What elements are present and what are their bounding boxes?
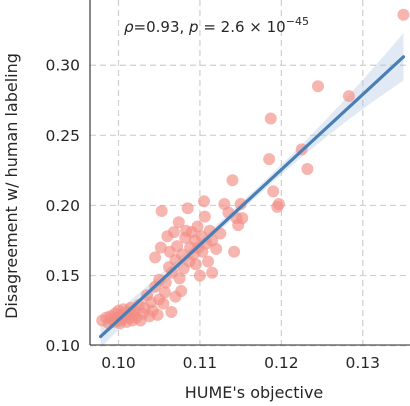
scatter-point bbox=[158, 286, 171, 299]
scatter-point bbox=[226, 174, 239, 187]
scatter-point bbox=[397, 8, 410, 21]
scatter-point bbox=[210, 242, 223, 255]
p-value: = 2.6 × 10 bbox=[199, 18, 286, 36]
scatter-point bbox=[149, 251, 162, 264]
scatter-point bbox=[154, 241, 167, 254]
y-tick-label: 0.20 bbox=[45, 197, 80, 215]
scatter-point bbox=[202, 255, 215, 268]
y-axis-title: Disagreement w/ human labeling bbox=[2, 53, 21, 319]
p-exponent: −45 bbox=[286, 15, 309, 28]
scatter-point bbox=[263, 153, 276, 166]
scatter-point bbox=[167, 226, 180, 239]
scatter-point bbox=[193, 269, 206, 282]
grid bbox=[90, 0, 410, 347]
rho-value: =0.93, bbox=[134, 18, 190, 36]
y-tick-label: 0.25 bbox=[45, 127, 80, 145]
scatter-point bbox=[172, 216, 185, 229]
y-tick-label: 0.15 bbox=[45, 267, 80, 285]
y-tick-label: 0.30 bbox=[45, 57, 80, 75]
x-tick-label: 0.12 bbox=[264, 354, 299, 372]
x-axis-title: HUME's objective bbox=[185, 383, 324, 402]
scatter-point bbox=[175, 285, 188, 298]
scatter-point bbox=[197, 195, 210, 208]
scatter-point bbox=[301, 162, 314, 175]
scatter-point bbox=[228, 245, 241, 258]
x-tick-label: 0.11 bbox=[183, 354, 218, 372]
scatter-point bbox=[165, 306, 178, 319]
scatter-point bbox=[155, 205, 168, 218]
scatter-point bbox=[191, 220, 204, 233]
scatter-point bbox=[267, 185, 280, 198]
x-tick-label: 0.13 bbox=[346, 354, 381, 372]
scatter-point bbox=[234, 198, 247, 211]
scatter-point bbox=[342, 90, 355, 103]
data-points bbox=[96, 8, 410, 330]
scatter-point bbox=[264, 112, 277, 125]
scatter-point bbox=[189, 258, 202, 271]
y-tick-label: 0.10 bbox=[45, 337, 80, 355]
scatter-point bbox=[151, 308, 164, 321]
regression-line bbox=[98, 55, 406, 339]
scatter-point bbox=[173, 272, 186, 285]
x-tick-label: 0.10 bbox=[101, 354, 136, 372]
scatter-point bbox=[206, 266, 219, 279]
scatter-point bbox=[272, 198, 285, 211]
scatter-point bbox=[157, 297, 170, 310]
scatter-point bbox=[198, 210, 211, 223]
rho-symbol: ρ bbox=[124, 18, 134, 36]
y-tick-labels: 0.10 0.15 0.20 0.25 0.30 bbox=[45, 57, 80, 355]
scatter-point bbox=[311, 80, 324, 93]
scatter-point bbox=[181, 202, 194, 215]
scatter-point bbox=[236, 212, 249, 225]
x-tick-labels: 0.10 0.11 0.12 0.13 bbox=[101, 354, 380, 372]
p-symbol: p bbox=[188, 18, 199, 36]
correlation-annotation: ρ=0.93, p = 2.6 × 10−45 bbox=[124, 15, 309, 36]
